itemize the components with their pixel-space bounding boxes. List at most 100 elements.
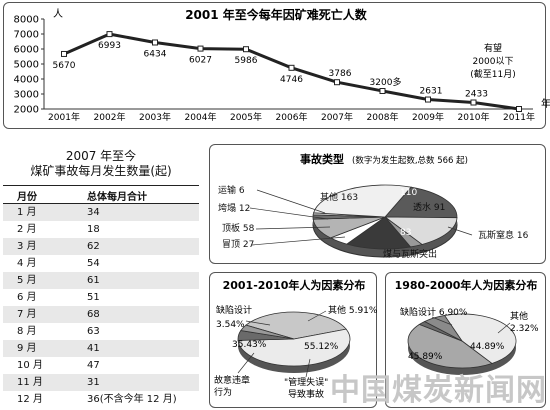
forecast-annotation: (截至11月) bbox=[470, 68, 515, 80]
pie-label: 故意违章 bbox=[214, 374, 250, 386]
x-tick-label: 2005年 bbox=[230, 111, 262, 123]
data-label: 6993 bbox=[98, 41, 121, 51]
pie-slice bbox=[407, 323, 493, 369]
y-tick-label: 3000 bbox=[14, 90, 39, 101]
cell-month: 1 月 bbox=[17, 207, 37, 218]
cell-month: 2 月 bbox=[17, 224, 37, 235]
leader-line bbox=[256, 189, 326, 214]
x-tick-label: 2003年 bbox=[139, 111, 171, 123]
pie-label: "管理失误" bbox=[284, 376, 328, 388]
table-row: 3 月 62 bbox=[3, 238, 199, 255]
pie-label: 缺陷设计 bbox=[216, 304, 252, 316]
pie-label: 运输 6 bbox=[218, 184, 245, 196]
table-row: 8 月 63 bbox=[3, 323, 199, 340]
human-factor-1980-2000-svg: 1980-2000年人为因素分布 45.89% 44.89% 其他 2.32% 缺陷设计 … bbox=[395, 278, 539, 375]
pie-label: 行为 bbox=[214, 386, 232, 398]
table-row: 2 月 18 bbox=[3, 221, 199, 238]
data-label: 3200多 bbox=[370, 76, 402, 88]
y-tick-label: 5000 bbox=[14, 60, 39, 71]
y-tick-label: 6000 bbox=[14, 45, 39, 56]
pie-pct-label: 55.12% bbox=[304, 342, 339, 352]
pie-label: 瓦斯爆炸 bbox=[394, 175, 430, 187]
pie-label: 透水 91 bbox=[413, 201, 445, 213]
leader-line bbox=[255, 226, 331, 230]
watermark-text: 中国煤炭新闻网 bbox=[330, 373, 547, 408]
pie-label: 110 bbox=[400, 188, 417, 198]
cell-total: 62 bbox=[87, 241, 100, 252]
x-tick-label: 2007年 bbox=[321, 111, 353, 123]
leader-line bbox=[431, 316, 453, 326]
pie-label: 其他 5.91% bbox=[328, 304, 378, 316]
leader-line bbox=[245, 320, 271, 326]
table-row: 5 月 61 bbox=[3, 272, 199, 289]
cell-total: 63 bbox=[87, 326, 100, 337]
pie-label: 煤与瓦斯突出 bbox=[383, 248, 437, 260]
cell-total: 31 bbox=[87, 377, 100, 388]
cell-total: 68 bbox=[87, 309, 100, 320]
monthly-accidents-table: 2007 年至今 煤矿事故每月发生数量(起) 月份 总体每月合计 1 月 34 2 … bbox=[3, 143, 199, 408]
x-tick-label: 2006年 bbox=[276, 111, 308, 123]
data-point bbox=[334, 79, 340, 86]
cell-total: 18 bbox=[87, 224, 100, 235]
leader-line bbox=[497, 322, 511, 334]
table-header: 月份 总体每月合计 bbox=[3, 185, 199, 204]
data-label: 6027 bbox=[189, 56, 212, 66]
data-point bbox=[152, 39, 158, 46]
column-header-month: 月份 bbox=[17, 192, 37, 203]
data-point bbox=[516, 106, 522, 112]
column-header-total: 总体每月合计 bbox=[87, 192, 147, 203]
pie-label: 83 bbox=[400, 228, 411, 238]
pie-pct-label: 3.54% bbox=[216, 320, 245, 330]
cell-month: 7 月 bbox=[17, 309, 37, 320]
x-tick-label: 2001年 bbox=[48, 111, 80, 123]
cell-total: 41 bbox=[87, 343, 100, 354]
pie-slice bbox=[345, 216, 412, 250]
table-body: 1 月 34 2 月 18 3 月 62 4 月 54 5 月 61 6 月 51 7 月 68 8 月 63… bbox=[3, 204, 199, 408]
x-tick-label: 2002年 bbox=[94, 111, 126, 123]
pie-title: 事故类型 bbox=[300, 152, 344, 166]
leader-line bbox=[447, 226, 473, 236]
cell-month: 4 月 bbox=[17, 258, 37, 269]
pie-slice bbox=[384, 186, 458, 219]
pie-pct-label: 44.89% bbox=[470, 342, 505, 352]
data-label: 5670 bbox=[53, 61, 76, 71]
table-row: 4 月 54 bbox=[3, 255, 199, 272]
cell-month: 12 月 bbox=[17, 394, 43, 405]
data-label: 6434 bbox=[144, 49, 167, 59]
pie-label: 垮塌 12 bbox=[218, 202, 250, 214]
series-line bbox=[63, 32, 520, 111]
pie-pct-label: 2.32% bbox=[510, 324, 539, 334]
pie-slice bbox=[240, 324, 295, 340]
data-point bbox=[197, 45, 204, 52]
y-axis-label: 人 bbox=[53, 8, 63, 20]
forecast-annotation: 有望 bbox=[484, 42, 502, 54]
table-row: 11 月 31 bbox=[3, 374, 199, 391]
leader-line bbox=[237, 352, 255, 374]
leader-line bbox=[251, 236, 346, 246]
cell-month: 3 月 bbox=[17, 241, 37, 252]
human-factor-2001-2010-pie: 2001-2010年人为因素分布 35.43% 55.12% 其他 5.91% 缺陷设计… bbox=[209, 272, 378, 408]
leader-line bbox=[305, 358, 311, 378]
cell-month: 11 月 bbox=[17, 377, 43, 388]
leader-line bbox=[249, 207, 329, 220]
table-row: 9 月 41 bbox=[3, 340, 199, 357]
pie-label: 顶板 58 bbox=[222, 222, 255, 234]
data-label: 3786 bbox=[329, 69, 352, 79]
pie-label: 导致事故 bbox=[288, 388, 324, 400]
pie-title: 1980-2000年人为因素分布 bbox=[395, 278, 538, 292]
cell-total: 51 bbox=[87, 292, 100, 303]
cell-total: 36(不含今年 12 月) bbox=[87, 394, 177, 405]
y-tick-label: 4000 bbox=[14, 75, 39, 86]
chart-title: 2001 年至今每年因矿难死亡人数 bbox=[185, 7, 368, 22]
x-tick-label: 2011年 bbox=[503, 111, 535, 123]
pie-slice bbox=[383, 216, 458, 245]
x-axis-label: 年 bbox=[541, 97, 550, 110]
table-row: 10 月 47 bbox=[3, 357, 199, 374]
forecast-annotation: 2000以下 bbox=[473, 57, 514, 67]
table-title-line1: 2007 年至今 bbox=[65, 149, 137, 163]
data-label: 2433 bbox=[465, 90, 488, 100]
table-row: 1 月 34 bbox=[3, 204, 199, 221]
x-tick-label: 2008年 bbox=[367, 111, 399, 123]
cell-month: 8 月 bbox=[17, 326, 37, 337]
